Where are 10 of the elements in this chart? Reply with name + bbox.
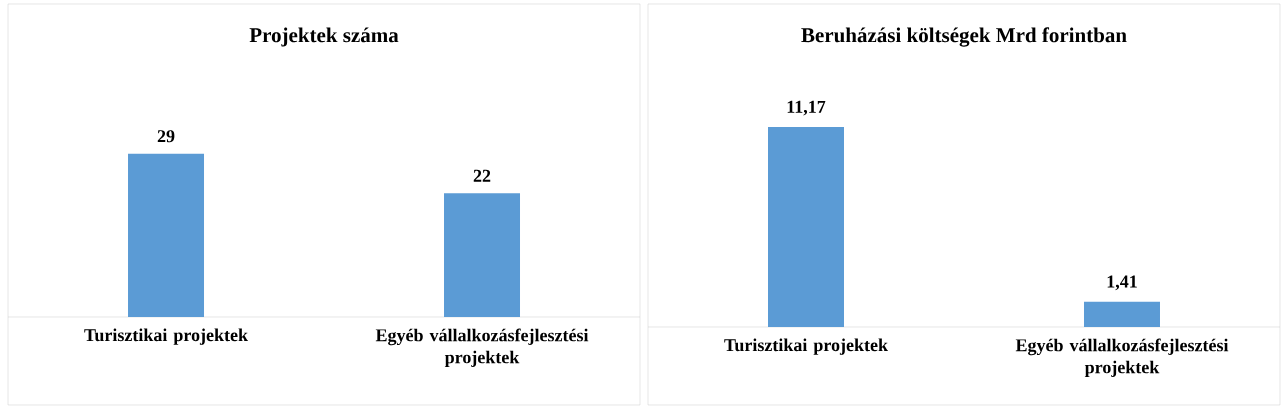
x-tick-label: Egyéb vállalkozásfejlesztési projektek xyxy=(1015,338,1229,378)
data-label: 11,17 xyxy=(787,100,826,116)
x-tick-label: Egyéb vállalkozásfejlesztési projektek xyxy=(375,328,589,368)
chart-title: Projektek száma xyxy=(249,27,399,47)
x-tick-label: Turisztikai projektek xyxy=(84,328,249,345)
data-label: 22 xyxy=(473,169,491,182)
data-label: 29 xyxy=(157,130,175,143)
chart-title: Beruházási költségek Mrd forintban xyxy=(801,27,1127,47)
data-label: 1,41 xyxy=(1107,275,1137,291)
x-tick-label: Turisztikai projektek xyxy=(724,338,889,355)
